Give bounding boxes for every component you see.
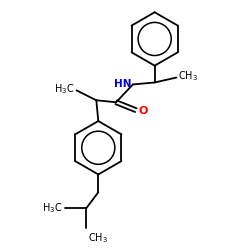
Text: CH$_3$: CH$_3$ bbox=[88, 231, 108, 244]
Text: O: O bbox=[139, 106, 148, 116]
Text: H$_3$C: H$_3$C bbox=[42, 201, 63, 215]
Text: CH$_3$: CH$_3$ bbox=[178, 70, 199, 84]
Text: HN: HN bbox=[114, 80, 132, 90]
Text: H$_3$C: H$_3$C bbox=[54, 82, 74, 96]
